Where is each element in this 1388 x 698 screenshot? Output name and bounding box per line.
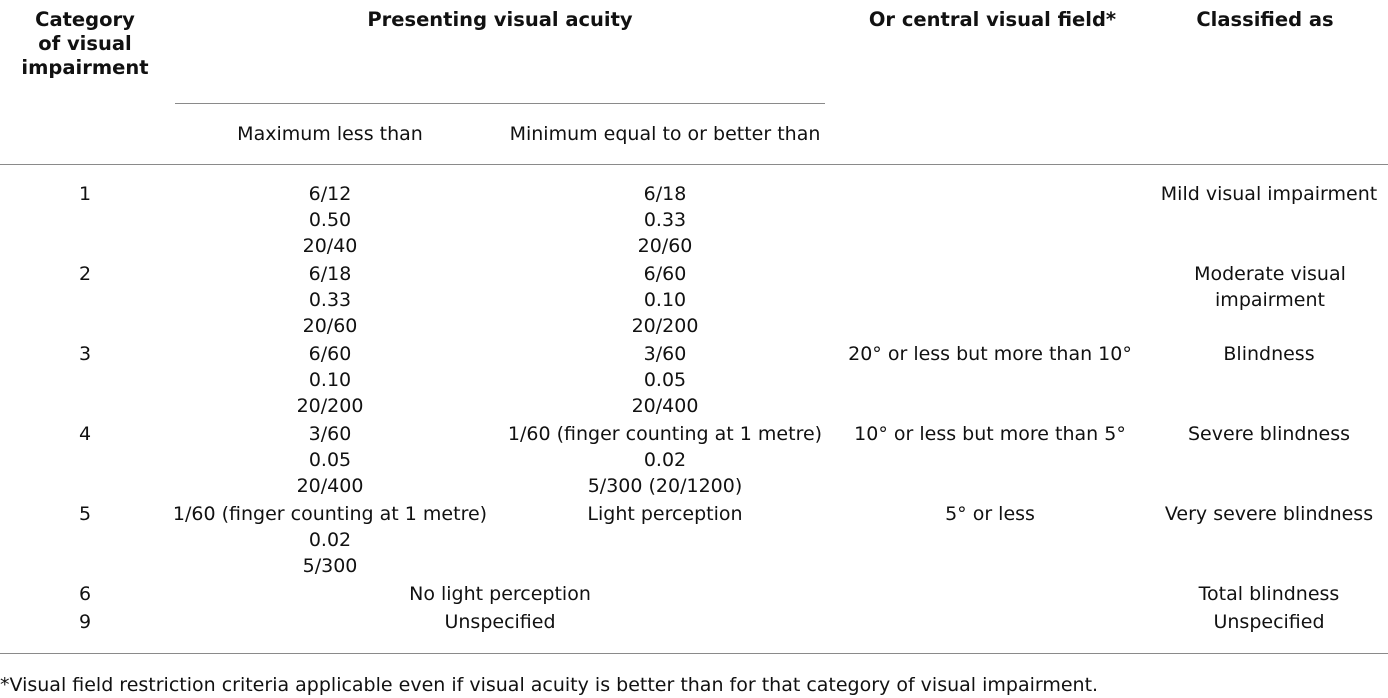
cell-acuity-span: Unspecified — [444, 611, 556, 633]
header-category-line: impairment — [21, 56, 149, 79]
value-line: 20/40 — [302, 235, 358, 257]
cell-classified: Very severe blindness — [1164, 503, 1374, 525]
cell-visual-field: 10° or less but more than 5° — [854, 423, 1126, 445]
value-line: 0.50 — [308, 209, 352, 231]
value-line: 20/400 — [296, 475, 364, 497]
cell-classified: Unspecified — [1213, 611, 1325, 633]
header-category-line: of visual — [38, 32, 132, 55]
value-line: 1/60 (finger counting at 1 metre) — [507, 423, 823, 445]
cell-classified: Mild visual impairment — [1160, 183, 1378, 205]
value-line: 6/60 — [643, 263, 687, 285]
cell-maximum: 3/60 0.05 20/400 — [170, 421, 490, 499]
value-line: 5/300 — [302, 555, 358, 577]
cell-maximum: 6/18 0.33 20/60 — [170, 261, 490, 339]
value-line: 0.02 — [308, 529, 352, 551]
cell-classified: Severe blindness — [1187, 423, 1351, 445]
header-subrule — [175, 103, 825, 104]
value-line: 6/12 — [308, 183, 352, 205]
value-line: 20/400 — [631, 395, 699, 417]
table-bottom-rule — [0, 653, 1388, 654]
cell-category: 6 — [78, 583, 92, 605]
cell-category: 3 — [78, 343, 92, 365]
cell-category: 5 — [78, 503, 92, 525]
cell-visual-field: 20° or less but more than 10° — [848, 343, 1132, 365]
value-line: 20/60 — [637, 235, 693, 257]
value-line: 3/60 — [643, 343, 687, 365]
cell-minimum: 6/18 0.33 20/60 — [500, 181, 830, 259]
value-line: Light perception — [587, 503, 743, 525]
value-line: 6/18 — [643, 183, 687, 205]
value-line: 0.10 — [308, 369, 352, 391]
cell-maximum: 6/12 0.50 20/40 — [170, 181, 490, 259]
cell-category: 4 — [78, 423, 92, 445]
cell-visual-field: 5° or less — [945, 503, 1035, 525]
cell-classified: Blindness — [1223, 343, 1315, 365]
header-presenting-acuity: Presenting visual acuity — [367, 8, 633, 31]
value-line: 0.33 — [308, 289, 352, 311]
header-maximum-less-than: Maximum less than — [237, 123, 423, 145]
cell-minimum: 6/60 0.10 20/200 — [500, 261, 830, 339]
cell-category: 2 — [78, 263, 92, 285]
header-bottom-rule — [0, 164, 1388, 165]
cell-category: 9 — [78, 611, 92, 633]
value-line: 0.02 — [643, 449, 687, 471]
cell-classified: Total blindness — [1198, 583, 1340, 605]
value-line: 0.05 — [308, 449, 352, 471]
header-category-line: Category — [35, 8, 135, 31]
cell-minimum: 1/60 (finger counting at 1 metre) 0.02 5… — [500, 421, 830, 499]
cell-classified: Moderate visual impairment — [1194, 263, 1346, 311]
cell-maximum: 1/60 (finger counting at 1 metre) 0.02 5… — [170, 501, 490, 579]
value-line: 1/60 (finger counting at 1 metre) — [172, 503, 488, 525]
value-line: 0.10 — [643, 289, 687, 311]
header-minimum-equal-or-better: Minimum equal to or better than — [509, 123, 821, 145]
header-category: Category of visual impairment — [20, 8, 150, 80]
value-line: 0.33 — [643, 209, 687, 231]
value-line: 0.05 — [643, 369, 687, 391]
cell-minimum: 3/60 0.05 20/400 — [500, 341, 830, 419]
value-line: 20/200 — [296, 395, 364, 417]
value-line: 5/300 (20/1200) — [587, 475, 743, 497]
cell-category: 1 — [78, 183, 92, 205]
table-footnote: *Visual field restriction criteria appli… — [0, 674, 1099, 696]
value-line: 6/18 — [308, 263, 352, 285]
cell-acuity-span: No light perception — [409, 583, 591, 605]
value-line: 6/60 — [308, 343, 352, 365]
header-classified-as: Classified as — [1196, 8, 1334, 31]
value-line: 20/200 — [631, 315, 699, 337]
cell-maximum: 6/60 0.10 20/200 — [170, 341, 490, 419]
value-line: 20/60 — [302, 315, 358, 337]
cell-minimum: Light perception — [500, 501, 830, 527]
value-line: 3/60 — [308, 423, 352, 445]
header-central-field: Or central visual field* — [868, 8, 1117, 31]
